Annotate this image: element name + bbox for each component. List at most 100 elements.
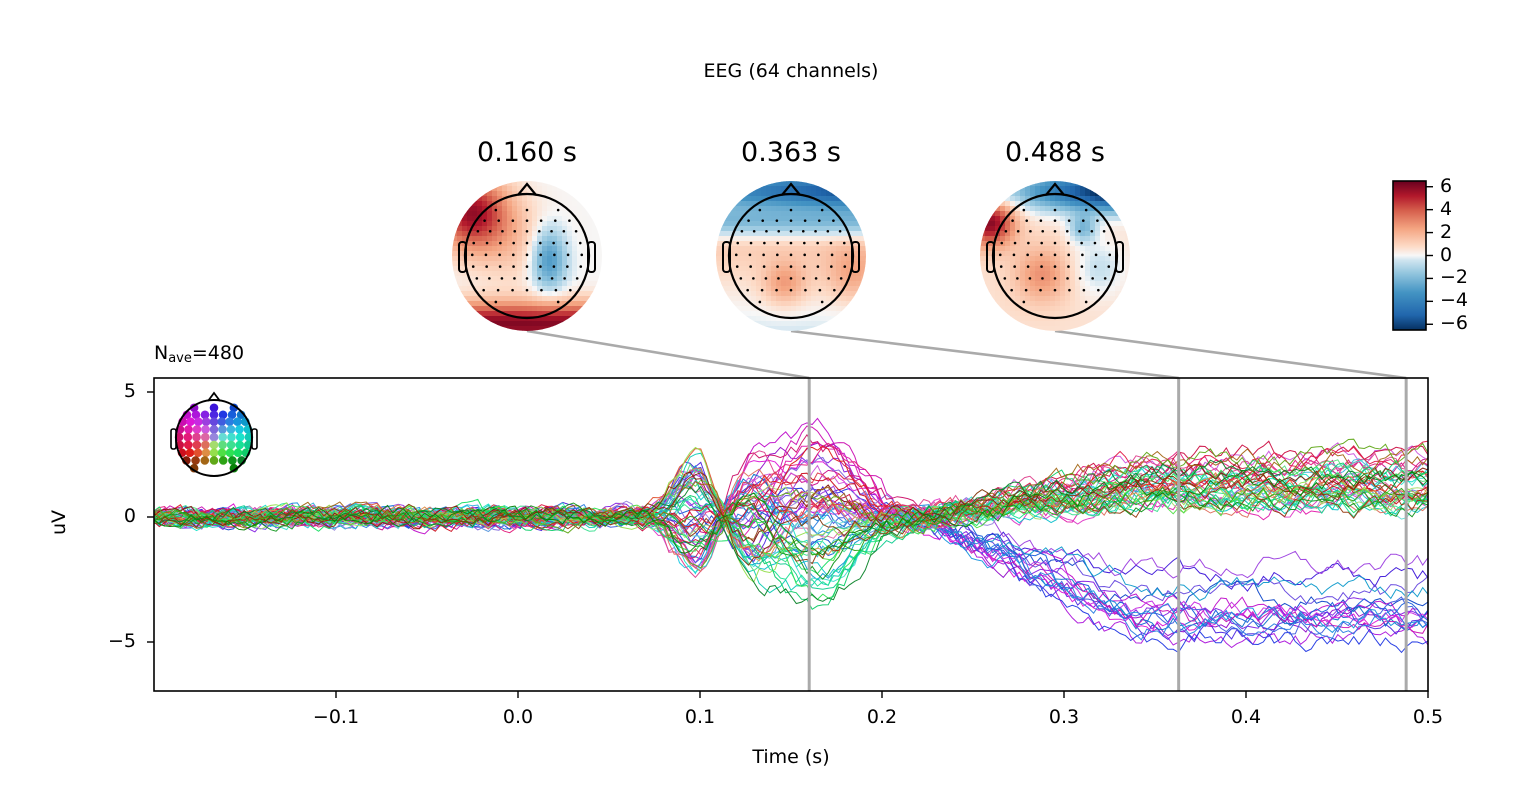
topomap-cell [1095,296,1101,302]
topomap-cell [507,186,513,192]
topomap-cell [836,261,842,267]
topomap-cell [452,231,458,237]
topomap-cell [577,246,583,252]
topomap-cell [1020,186,1026,192]
topomap-cell [517,211,523,217]
topomap-cell [801,206,807,212]
topomap-cell [1010,261,1016,267]
topomap-cell [532,251,538,257]
sensor-dot [802,277,805,280]
topomap-cell [592,221,598,227]
topomap-cell [1090,251,1096,257]
topomap-cell [726,311,732,317]
topomap-cell [771,226,777,232]
topomap-cell [532,266,538,272]
topomap-cell [527,201,533,207]
topomap-cell [527,301,533,307]
topomap-cell [985,236,991,242]
topomap-cell [811,226,817,232]
topomap-cell [527,206,533,212]
topomap-cell [562,281,568,287]
topomap-cell [512,271,518,277]
topomap-cell [746,321,752,327]
topomap-cell [1080,236,1086,242]
topomap-cell [746,221,752,227]
topomap-cell [572,231,578,237]
topomap-cell [721,211,727,217]
topomap-cell [1110,316,1116,322]
sensor-dot [832,219,835,222]
topomap-cell [537,226,543,232]
topomap-cell [1055,301,1061,307]
topomap-cell [507,276,513,282]
legend-sensor-dot [191,410,201,420]
topomap-cell [1120,221,1126,227]
topomap-cell [1055,296,1061,302]
topomap-cell [731,221,737,227]
sensor-dot [552,241,555,245]
topomap-cell [796,226,802,232]
topomap-cell [557,236,563,242]
topomap-cell [567,241,573,247]
topomap-cell [1080,291,1086,297]
topomap-cell [811,246,817,252]
topomap-cell [532,211,538,217]
sensor-dot [575,277,579,280]
topomap-cell [1055,271,1061,277]
topomap-cell [522,221,528,227]
topomap-cell [1090,281,1096,287]
topomap-cell [980,261,986,267]
topomap-cell [1000,191,1006,197]
topomap-cell [796,286,802,292]
topomap-cell [1070,241,1076,247]
topomap-cell [557,286,563,292]
topomap-cell [1000,276,1006,282]
topomap-cell [492,186,498,192]
sensor-dot [746,288,749,292]
topomap-cell [552,231,558,237]
topomap-cell [542,316,548,322]
topomap-cell [831,181,837,187]
topomap-cell [980,296,986,302]
topomap-cell [861,281,866,287]
topomap-cell [1075,266,1081,272]
topomap-cell [532,316,538,322]
topomap-cell [731,196,737,202]
topomap-cell [497,316,503,322]
topomap-cell [1020,266,1026,272]
topomap-cell [532,226,538,232]
topomap-cell [1115,196,1121,202]
topomap-cell [487,236,493,242]
topomap-cell [477,246,483,252]
topomap-cell [731,206,737,212]
topomap-cell [1070,281,1076,287]
topomap-cell [537,221,543,227]
topomap-cell [781,236,787,242]
topomap-cell [781,246,787,252]
topomap-cell [1005,236,1011,242]
topomap-cell [462,231,468,237]
topomap-cell [1055,221,1061,227]
topomap-cell [1065,261,1071,267]
topomap-cell [990,306,996,312]
topomap-cell [532,241,538,247]
topomap-cell [1125,211,1130,217]
topomap-cell [1055,291,1061,297]
sensor-dot [1053,277,1057,280]
topomap-cell [1065,301,1071,307]
topomap-cell [502,321,508,327]
topomap-cell [786,201,792,207]
topomap-cell [1085,311,1091,317]
topomap-cell [1075,321,1081,327]
sensor-dot [498,265,502,268]
topomap-cell [741,186,747,192]
sensor-dot [1097,288,1100,292]
topomap-cell [741,306,747,312]
topomap-cell [751,206,757,212]
topomap-cell [980,251,986,257]
topomap-cell [776,181,782,187]
topomap-cell [985,271,991,277]
topomap-cell [1020,236,1026,242]
topomap-cell [527,266,533,272]
topomap-cell [806,251,812,257]
